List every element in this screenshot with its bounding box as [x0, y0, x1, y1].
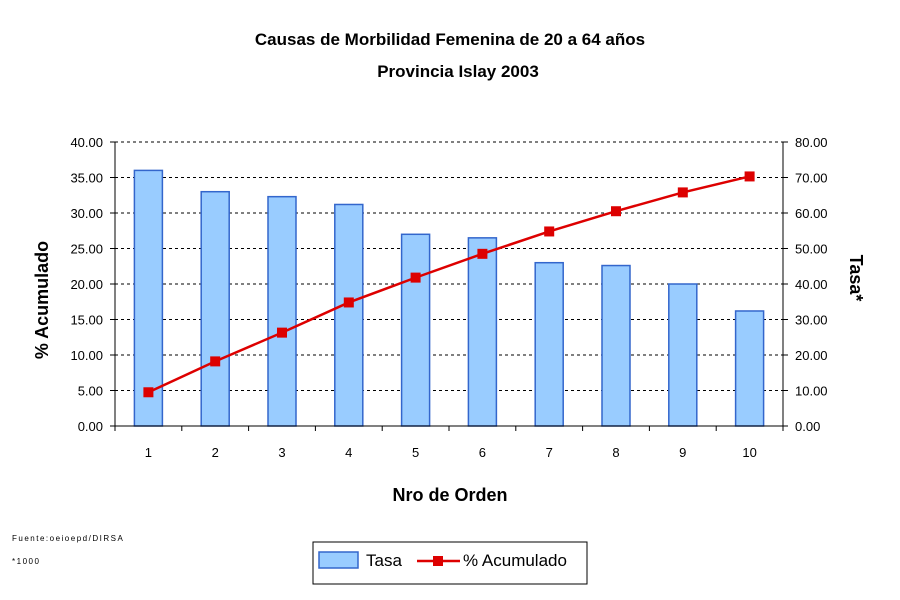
chart-subtitle: Provincia Islay 2003 — [377, 62, 539, 81]
right-tick-label: 80.00 — [795, 135, 828, 150]
left-tick-label: 10.00 — [70, 348, 103, 363]
marker-acumulado — [544, 226, 555, 237]
legend-swatch-tasa — [318, 551, 359, 569]
left-axis-title: % Acumulado — [32, 241, 52, 359]
x-tick-label: 8 — [612, 445, 619, 460]
marker-acumulado — [143, 387, 154, 398]
left-tick-label: 40.00 — [70, 135, 103, 150]
x-tick-label: 3 — [278, 445, 285, 460]
bar-tasa — [133, 169, 164, 427]
source-note: Fuente:oeioepd/DIRSA — [12, 534, 124, 543]
x-tick-label: 6 — [479, 445, 486, 460]
right-tick-label: 10.00 — [795, 384, 828, 399]
left-tick-label: 15.00 — [70, 313, 103, 328]
marker-acumulado — [343, 297, 354, 308]
marker-acumulado — [744, 171, 755, 182]
x-tick-label: 10 — [742, 445, 756, 460]
x-tick-label: 7 — [546, 445, 553, 460]
marker-acumulado — [410, 272, 421, 283]
left-tick-label: 35.00 — [70, 171, 103, 186]
x-tick-label: 9 — [679, 445, 686, 460]
bar-series-tasa — [133, 169, 765, 427]
left-tick-label: 30.00 — [70, 206, 103, 221]
left-tick-label: 5.00 — [78, 384, 103, 399]
right-axis-ticks: 0.00 10.00 20.00 30.00 40.00 50.00 60.00 70.00 8… — [795, 135, 828, 434]
right-axis-title: Tasa* — [846, 255, 866, 302]
bar-tasa — [668, 283, 698, 427]
x-axis-ticks: 1 2 3 4 5 6 7 8 9 10 — [145, 445, 757, 460]
legend-label-acumulado: % Acumulado — [463, 551, 567, 570]
bar-tasa — [400, 233, 431, 427]
x-tick-label: 2 — [212, 445, 219, 460]
chart-title: Causas de Morbilidad Femenina de 20 a 64… — [255, 30, 645, 49]
x-tick-label: 4 — [345, 445, 352, 460]
line-acumulado — [147, 175, 750, 394]
bar-tasa — [200, 190, 230, 427]
bar-tasa — [467, 237, 498, 427]
right-tick-label: 0.00 — [795, 419, 820, 434]
right-tick-label: 60.00 — [795, 206, 828, 221]
legend-label-tasa: Tasa — [366, 551, 402, 570]
legend-marker-acumulado — [433, 556, 443, 566]
bar-tasa — [534, 261, 564, 427]
x-tick-label: 1 — [145, 445, 152, 460]
right-tick-label: 20.00 — [795, 348, 828, 363]
plot-frame — [110, 141, 788, 431]
footnote: *1000 — [12, 557, 40, 566]
marker-acumulado — [277, 327, 287, 338]
marker-acumulado — [611, 206, 621, 217]
left-tick-label: 0.00 — [78, 419, 103, 434]
bar-tasa — [267, 195, 297, 427]
x-tick-label: 5 — [412, 445, 419, 460]
marker-acumulado — [677, 187, 688, 198]
right-tick-label: 70.00 — [795, 171, 828, 186]
x-axis-title: Nro de Orden — [392, 485, 507, 505]
marker-acumulado — [210, 356, 221, 367]
right-tick-label: 50.00 — [795, 242, 828, 257]
left-tick-label: 20.00 — [70, 277, 103, 292]
right-tick-label: 40.00 — [795, 277, 828, 292]
left-tick-label: 25.00 — [70, 242, 103, 257]
right-tick-label: 30.00 — [795, 313, 828, 328]
marker-acumulado — [477, 248, 488, 259]
bar-tasa — [734, 310, 765, 427]
legend: Tasa % Acumulado — [312, 541, 588, 585]
bar-tasa — [601, 264, 631, 427]
bar-tasa — [334, 203, 364, 427]
left-axis-ticks: 0.00 5.00 10.00 15.00 20.00 25.00 30.00 35.00 40… — [70, 135, 103, 434]
line-series-acumulado — [143, 171, 755, 398]
